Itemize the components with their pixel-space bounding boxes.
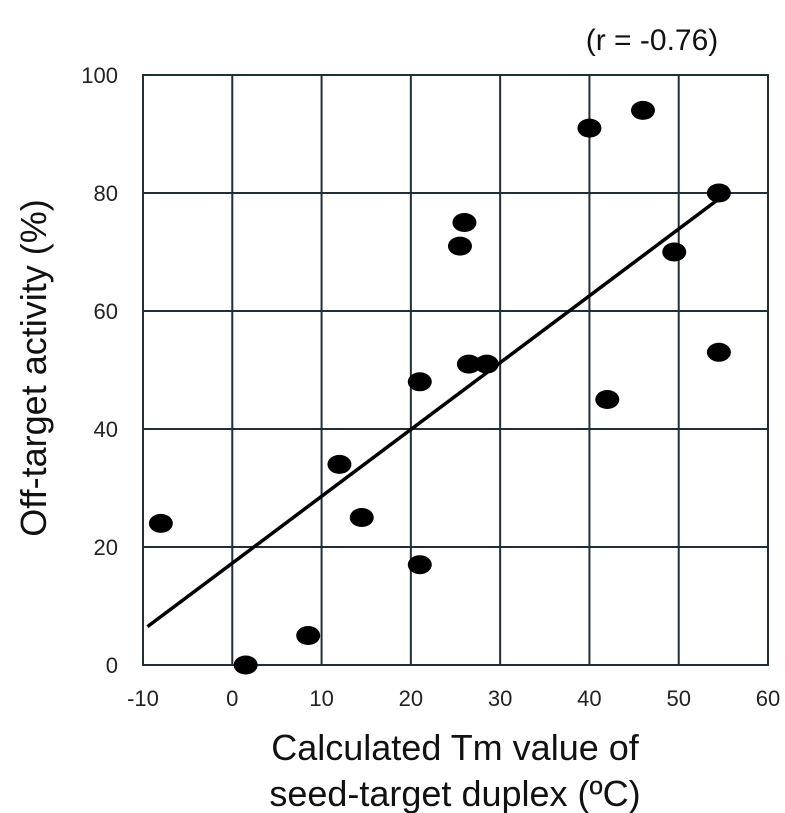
data-point [595, 390, 620, 409]
x-tick-label: -10 [127, 686, 159, 711]
y-tick-label: 40 [94, 417, 118, 442]
x-axis-label-line-1: Calculated Tm value of [271, 727, 640, 768]
data-point [631, 100, 655, 120]
y-axis-label: Off-target activity (%) [13, 199, 54, 536]
x-tick-label: 50 [666, 686, 690, 711]
x-tick-label: 0 [226, 686, 238, 711]
data-point [474, 354, 499, 374]
y-tick-label: 0 [106, 653, 118, 678]
x-tick-label: 10 [309, 686, 333, 711]
x-tick-label: 30 [488, 686, 512, 711]
trendline-group [146, 197, 720, 629]
data-point [349, 508, 374, 527]
data-point [327, 454, 352, 474]
data-point [706, 342, 731, 362]
data-point [456, 354, 481, 374]
x-axis-label-line-2: seed-target duplex (ºC) [269, 773, 640, 813]
data-point [447, 236, 472, 256]
data-point [662, 242, 687, 262]
data-point [233, 655, 258, 675]
data-point [148, 513, 173, 533]
x-tick-label: 60 [756, 686, 780, 711]
y-tick-label: 100 [81, 63, 118, 88]
data-point [407, 555, 432, 575]
grid [142, 74, 769, 666]
x-tick-labels: -10 0 10 20 30 40 50 60 [127, 686, 780, 711]
points-group [148, 100, 731, 675]
y-tick-labels: 0 20 40 60 80 100 [81, 63, 118, 678]
data-point [452, 213, 477, 232]
plot-border [142, 74, 769, 666]
data-point [577, 118, 602, 138]
y-tick-label: 60 [94, 299, 118, 324]
x-tick-label: 20 [399, 686, 423, 711]
correlation-annotation: (r = -0.76) [586, 24, 719, 57]
regression-line [146, 197, 720, 629]
data-point [407, 372, 432, 392]
x-tick-label: 40 [577, 686, 601, 711]
data-point [706, 183, 731, 203]
y-tick-label: 20 [94, 535, 118, 560]
y-tick-label: 80 [94, 181, 118, 206]
data-point [296, 626, 321, 645]
